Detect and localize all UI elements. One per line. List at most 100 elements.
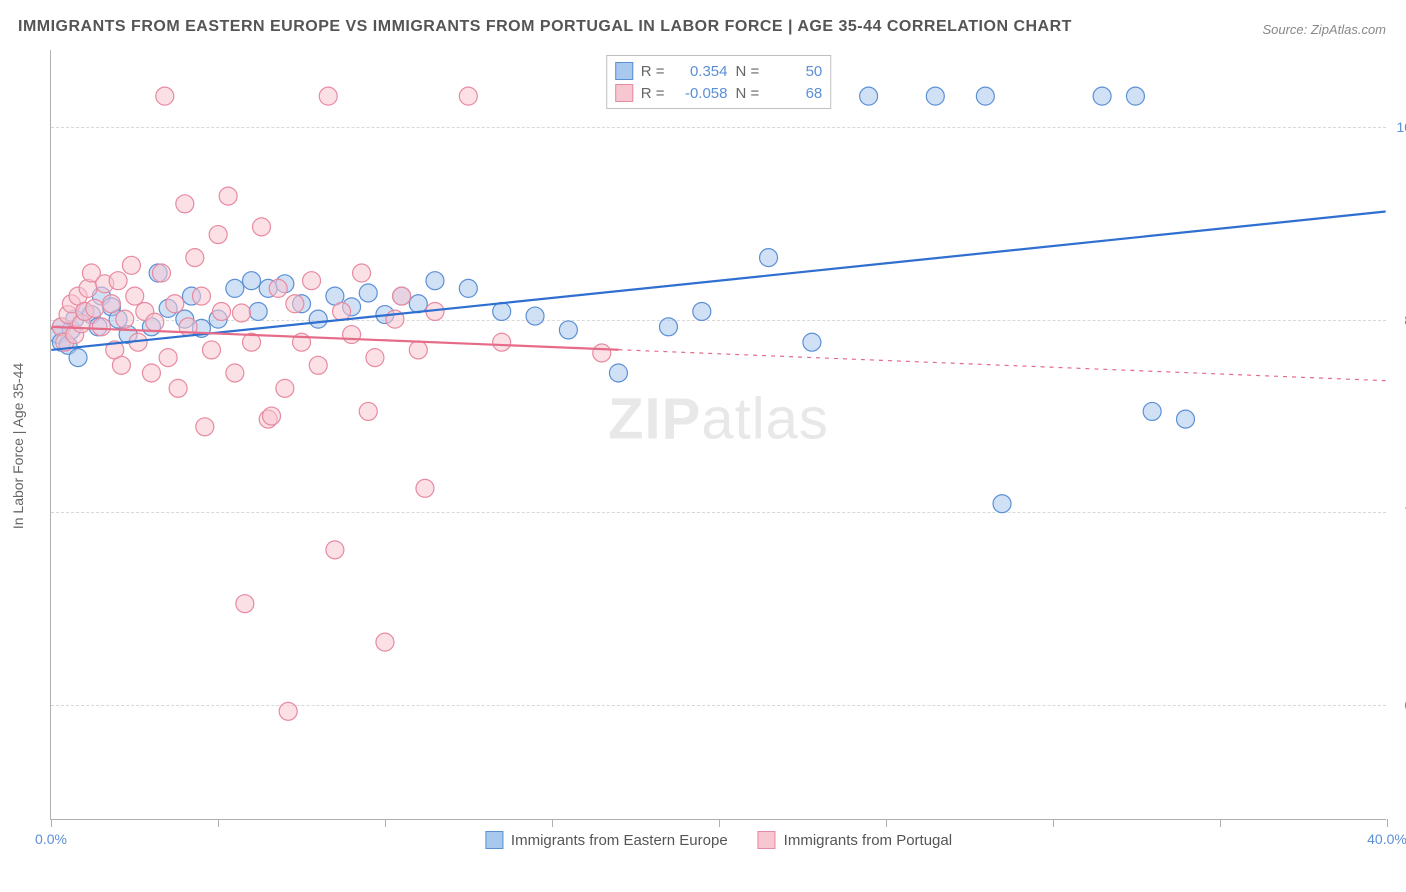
swatch-portugal <box>615 84 633 102</box>
n-label: N = <box>736 63 760 80</box>
stats-row-1: R = 0.354 N = 50 <box>615 60 823 82</box>
scatter-point <box>319 87 337 105</box>
scatter-point <box>459 279 477 297</box>
scatter-point <box>493 302 511 320</box>
n-label: N = <box>736 85 760 102</box>
chart-container: IMMIGRANTS FROM EASTERN EUROPE VS IMMIGR… <box>0 0 1406 892</box>
scatter-point <box>309 310 327 328</box>
scatter-point <box>112 356 130 374</box>
y-tick-label: 75.0% <box>1394 504 1406 520</box>
swatch-portugal-icon <box>758 831 776 849</box>
scatter-point <box>1093 87 1111 105</box>
scatter-point <box>212 302 230 320</box>
scatter-point <box>366 349 384 367</box>
scatter-point <box>122 256 140 274</box>
scatter-point <box>760 249 778 267</box>
scatter-point <box>156 87 174 105</box>
scatter-point <box>1177 410 1195 428</box>
scatter-point <box>303 272 321 290</box>
x-tick <box>719 819 720 827</box>
scatter-point <box>393 287 411 305</box>
scatter-point <box>263 407 281 425</box>
x-tick <box>51 819 52 827</box>
x-tick <box>218 819 219 827</box>
source-attribution: Source: ZipAtlas.com <box>1262 22 1386 37</box>
scatter-point <box>226 279 244 297</box>
scatter-point <box>286 295 304 313</box>
scatter-point <box>269 279 287 297</box>
scatter-point <box>226 364 244 382</box>
plot-svg <box>51 50 1386 819</box>
y-tick-label: 62.5% <box>1394 697 1406 713</box>
scatter-point <box>126 287 144 305</box>
scatter-point <box>333 302 351 320</box>
x-tick-label-start: 0.0% <box>35 831 67 847</box>
scatter-point <box>279 702 297 720</box>
scatter-point <box>236 595 254 613</box>
scatter-point <box>559 321 577 339</box>
stats-row-2: R = -0.058 N = 68 <box>615 82 823 104</box>
scatter-point <box>1126 87 1144 105</box>
scatter-point <box>376 633 394 651</box>
scatter-point <box>459 87 477 105</box>
scatter-point <box>359 284 377 302</box>
y-axis-label: In Labor Force | Age 35-44 <box>10 363 26 529</box>
legend-label-2: Immigrants from Portugal <box>784 832 952 849</box>
scatter-point <box>243 272 261 290</box>
scatter-point <box>526 307 544 325</box>
scatter-point <box>253 218 271 236</box>
scatter-point <box>609 364 627 382</box>
scatter-point <box>493 333 511 351</box>
r-label: R = <box>641 85 665 102</box>
n-value-2: 68 <box>767 85 822 102</box>
scatter-point <box>343 326 361 344</box>
scatter-point <box>926 87 944 105</box>
scatter-point <box>860 87 878 105</box>
scatter-point <box>326 541 344 559</box>
r-value-1: 0.354 <box>673 63 728 80</box>
scatter-point <box>86 299 104 317</box>
y-tick-label: 87.5% <box>1394 312 1406 328</box>
scatter-point <box>219 187 237 205</box>
x-tick <box>1387 819 1388 827</box>
scatter-point <box>276 379 294 397</box>
n-value-1: 50 <box>767 63 822 80</box>
scatter-point <box>249 302 267 320</box>
scatter-point <box>102 295 120 313</box>
chart-title: IMMIGRANTS FROM EASTERN EUROPE VS IMMIGR… <box>18 18 1072 36</box>
scatter-point <box>233 304 251 322</box>
scatter-point <box>993 495 1011 513</box>
scatter-point <box>416 479 434 497</box>
x-tick <box>385 819 386 827</box>
scatter-point <box>159 349 177 367</box>
scatter-point <box>116 310 134 328</box>
scatter-point <box>409 295 427 313</box>
y-tick-label: 100.0% <box>1394 119 1406 135</box>
stats-legend-box: R = 0.354 N = 50 R = -0.058 N = 68 <box>606 55 832 109</box>
scatter-point <box>353 264 371 282</box>
swatch-eastern-europe <box>615 62 633 80</box>
scatter-point <box>166 295 184 313</box>
x-tick <box>1220 819 1221 827</box>
scatter-point <box>359 402 377 420</box>
scatter-point <box>803 333 821 351</box>
scatter-point <box>152 264 170 282</box>
r-label: R = <box>641 63 665 80</box>
scatter-point <box>142 364 160 382</box>
scatter-point <box>92 318 110 336</box>
scatter-point <box>1143 402 1161 420</box>
scatter-point <box>176 195 194 213</box>
scatter-point <box>196 418 214 436</box>
x-tick <box>552 819 553 827</box>
scatter-point <box>69 349 87 367</box>
legend-label-1: Immigrants from Eastern Europe <box>511 832 728 849</box>
scatter-point <box>426 272 444 290</box>
r-value-2: -0.058 <box>673 85 728 102</box>
scatter-point <box>309 356 327 374</box>
scatter-point <box>409 341 427 359</box>
scatter-point <box>186 249 204 267</box>
scatter-point <box>593 344 611 362</box>
scatter-point <box>693 302 711 320</box>
scatter-point <box>192 287 210 305</box>
legend-item-eastern-europe: Immigrants from Eastern Europe <box>485 831 728 849</box>
